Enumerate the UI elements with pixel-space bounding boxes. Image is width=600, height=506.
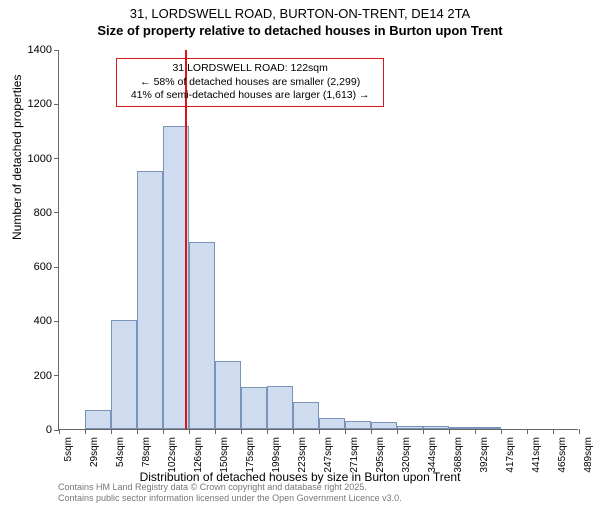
ytick-label: 200 xyxy=(12,370,52,382)
credit-text: Contains HM Land Registry data © Crown c… xyxy=(58,482,402,504)
xtick-mark xyxy=(397,429,398,434)
xtick-mark xyxy=(189,429,190,434)
ytick-label: 0 xyxy=(12,424,52,436)
annotation-line: 31 LORDSWELL ROAD: 122sqm xyxy=(123,62,377,76)
xtick-mark xyxy=(293,429,294,434)
ytick-mark xyxy=(54,375,59,376)
xtick-mark xyxy=(449,429,450,434)
xtick-mark xyxy=(137,429,138,434)
title-subtitle: Size of property relative to detached ho… xyxy=(0,23,600,38)
histogram-bar xyxy=(241,387,267,429)
ytick-label: 1000 xyxy=(12,153,52,165)
plot-area: 02004006008001000120014005sqm29sqm54sqm7… xyxy=(58,50,578,430)
histogram-bar xyxy=(111,320,137,429)
xtick-mark xyxy=(579,429,580,434)
ytick-label: 1200 xyxy=(12,98,52,110)
histogram-bar xyxy=(293,402,319,429)
histogram-bar xyxy=(319,418,345,429)
ytick-mark xyxy=(54,212,59,213)
ytick-mark xyxy=(54,50,59,51)
xtick-mark xyxy=(163,429,164,434)
ytick-label: 800 xyxy=(12,207,52,219)
histogram-bar xyxy=(475,427,501,429)
title-address: 31, LORDSWELL ROAD, BURTON-ON-TRENT, DE1… xyxy=(0,6,600,21)
ytick-mark xyxy=(54,321,59,322)
xtick-mark xyxy=(553,429,554,434)
ytick-mark xyxy=(54,104,59,105)
annotation-line: ← 58% of detached houses are smaller (2,… xyxy=(123,76,377,90)
histogram-bar xyxy=(85,410,111,429)
xtick-mark xyxy=(501,429,502,434)
credit-line-1: Contains HM Land Registry data © Crown c… xyxy=(58,482,402,493)
histogram-bar xyxy=(189,242,215,429)
histogram-bar xyxy=(137,171,163,429)
histogram-bar xyxy=(215,361,241,429)
ytick-label: 600 xyxy=(12,261,52,273)
xtick-mark xyxy=(345,429,346,434)
annotation-box: 31 LORDSWELL ROAD: 122sqm← 58% of detach… xyxy=(116,58,384,107)
histogram-bar xyxy=(267,386,293,429)
ytick-mark xyxy=(54,158,59,159)
ytick-label: 1400 xyxy=(12,44,52,56)
xtick-mark xyxy=(241,429,242,434)
ytick-mark xyxy=(54,267,59,268)
annotation-line: 41% of semi-detached houses are larger (… xyxy=(123,89,377,103)
histogram-bar xyxy=(397,426,423,429)
xtick-mark xyxy=(59,429,60,434)
ytick-label: 400 xyxy=(12,315,52,327)
histogram-bar xyxy=(345,421,371,429)
credit-line-2: Contains public sector information licen… xyxy=(58,493,402,504)
histogram-bar xyxy=(371,422,397,429)
xtick-mark xyxy=(85,429,86,434)
xtick-mark xyxy=(267,429,268,434)
xtick-mark xyxy=(215,429,216,434)
xtick-mark xyxy=(371,429,372,434)
xtick-mark xyxy=(319,429,320,434)
xtick-mark xyxy=(423,429,424,434)
xtick-mark xyxy=(527,429,528,434)
histogram-bar xyxy=(423,426,449,429)
xtick-mark xyxy=(475,429,476,434)
chart-container: 02004006008001000120014005sqm29sqm54sqm7… xyxy=(58,50,578,430)
xtick-mark xyxy=(111,429,112,434)
histogram-bar xyxy=(449,427,475,429)
